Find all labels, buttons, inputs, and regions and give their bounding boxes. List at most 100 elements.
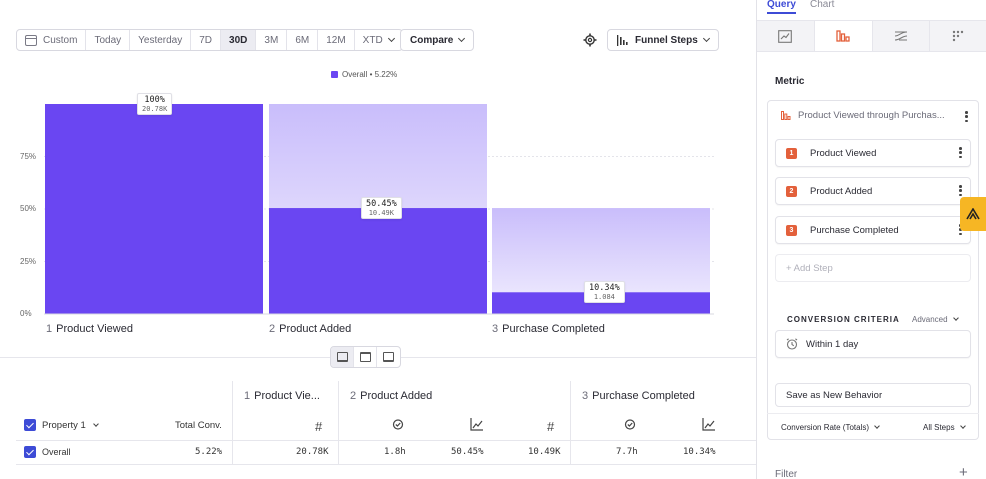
advanced-label: Advanced (912, 315, 948, 324)
metric-type-line[interactable] (757, 21, 815, 51)
column-divider (338, 381, 339, 465)
time-to-convert-icon[interactable] (392, 418, 404, 430)
date-range-today[interactable]: Today (86, 30, 131, 50)
step2-conversion-value: 50.45% (451, 447, 484, 457)
property-dropdown[interactable]: Property 1 (42, 420, 99, 431)
chevron-down-icon (959, 423, 966, 429)
compare-label: Compare (410, 34, 454, 46)
date-range-yesterday[interactable]: Yesterday (130, 30, 192, 50)
chevron-down-icon (702, 34, 710, 43)
advanced-dropdown[interactable]: Advanced (912, 315, 959, 324)
step-name: Product Vie... (254, 390, 320, 402)
chart-type-label: Funnel Steps (635, 34, 698, 46)
row-divider (16, 464, 756, 465)
chart-view-button[interactable] (354, 347, 377, 367)
bar-percent: 100% (144, 95, 165, 105)
bar-data-label: 100% 20.78K (137, 93, 173, 115)
step-number: 3 (492, 323, 499, 335)
metric-type-retention[interactable] (930, 21, 986, 51)
within-window-selector[interactable]: Within 1 day (775, 330, 971, 358)
metric-title-text: Product Viewed through Purchas... (798, 110, 945, 121)
chevron-down-icon (387, 34, 395, 43)
date-range-3m[interactable]: 3M (256, 30, 288, 50)
conversion-rate-dropdown[interactable]: Conversion Rate (Totals) (781, 423, 880, 432)
step-card-2[interactable]: 2 Product Added (775, 177, 971, 205)
bar-count: 20.78K (142, 105, 168, 113)
column-divider (570, 381, 571, 465)
tab-chart[interactable]: Chart (810, 0, 835, 10)
settings-button[interactable] (578, 29, 602, 51)
column-header-step-3[interactable]: 3 Purchase Completed (582, 390, 695, 402)
time-to-convert-icon[interactable] (624, 418, 636, 430)
bar-data-label: 10.34% 1.084 (584, 281, 625, 304)
all-steps-dropdown[interactable]: All Steps (923, 423, 966, 432)
tab-query[interactable]: Query (767, 0, 796, 14)
conversion-rate-label: Conversion Rate (Totals) (781, 423, 870, 432)
y-tick-label: 0% (20, 309, 32, 318)
conversion-criteria-heading: CONVERSION CRITERIA (787, 315, 900, 324)
step-label-1: 1 Product Viewed (46, 323, 133, 335)
step-number: 1 (46, 323, 53, 335)
step-badge: 1 (786, 147, 797, 159)
date-range-7d[interactable]: 7D (191, 30, 222, 50)
date-range-custom[interactable]: Custom (17, 30, 87, 50)
property-select-all-checkbox[interactable] (24, 419, 36, 431)
date-range-label: Custom (43, 34, 78, 46)
panel-divider (767, 413, 979, 414)
helper-logo-icon (966, 208, 980, 220)
helper-widget-button[interactable] (960, 197, 986, 231)
chart-legend[interactable]: Overall • 5.22% (331, 70, 397, 79)
date-range-12m[interactable]: 12M (318, 30, 355, 50)
chart-type-button[interactable]: Funnel Steps (607, 29, 719, 51)
table-view-button[interactable] (377, 347, 400, 367)
step-label-3: 3 Purchase Completed (492, 323, 605, 335)
count-icon[interactable]: # (315, 419, 323, 434)
funnel-chart (44, 104, 714, 315)
overall-row-checkbox[interactable] (24, 446, 36, 458)
metric-type-funnel[interactable] (814, 21, 873, 51)
conversion-rate-icon[interactable] (470, 417, 484, 431)
count-icon[interactable]: # (547, 419, 555, 434)
date-range-30d[interactable]: 30D (221, 30, 257, 50)
bar-chart-icon (617, 34, 628, 46)
total-conv-value: 5.22% (195, 447, 223, 457)
step-card-3[interactable]: 3 Purchase Completed (775, 216, 971, 244)
date-range-xtd[interactable]: XTD (355, 30, 402, 50)
conversion-rate-icon[interactable] (702, 417, 716, 431)
date-range-label: XTD (362, 34, 383, 46)
chevron-down-icon (92, 421, 99, 427)
step-name: Purchase Completed (592, 390, 695, 402)
split-view-button[interactable] (331, 347, 354, 367)
alarm-clock-icon (786, 338, 798, 350)
add-step-button[interactable]: + Add Step (775, 254, 971, 282)
flows-icon (894, 31, 907, 41)
step-label-2: 2 Product Added (269, 323, 351, 335)
step-name: Purchase Completed (502, 323, 605, 335)
view-toggle (330, 346, 401, 368)
step-more-icon[interactable] (959, 147, 962, 158)
save-behavior-button[interactable]: Save as New Behavior (775, 383, 971, 407)
bar-count: 10.49K (368, 209, 394, 218)
bar-data-label: 50.45% 10.49K (361, 197, 402, 220)
metric-more-icon[interactable] (965, 111, 968, 122)
bar-converted[interactable] (269, 208, 487, 314)
step-name: Product Viewed (56, 323, 133, 335)
step-card-1[interactable]: 1 Product Viewed (775, 139, 971, 167)
y-tick-label: 75% (20, 151, 37, 161)
gear-icon (583, 33, 597, 47)
compare-button[interactable]: Compare (400, 29, 475, 51)
bar-converted[interactable] (492, 292, 710, 314)
date-range-6m[interactable]: 6M (287, 30, 319, 50)
column-header-step-2[interactable]: 2 Product Added (350, 390, 432, 402)
metric-title[interactable]: Product Viewed through Purchas... (781, 110, 945, 121)
add-filter-button[interactable]: + (959, 464, 968, 479)
metric-type-flows[interactable] (872, 21, 931, 51)
total-conv-header: Total Conv. (175, 420, 222, 431)
table-view-icon (383, 352, 394, 362)
column-header-step-1[interactable]: 1 Product Vie... (244, 390, 320, 402)
line-chart-icon (778, 29, 793, 43)
funnel-icon (781, 111, 791, 120)
bar-converted[interactable] (45, 104, 263, 314)
step-more-icon[interactable] (959, 185, 962, 196)
y-tick-label: 50% (20, 204, 37, 213)
